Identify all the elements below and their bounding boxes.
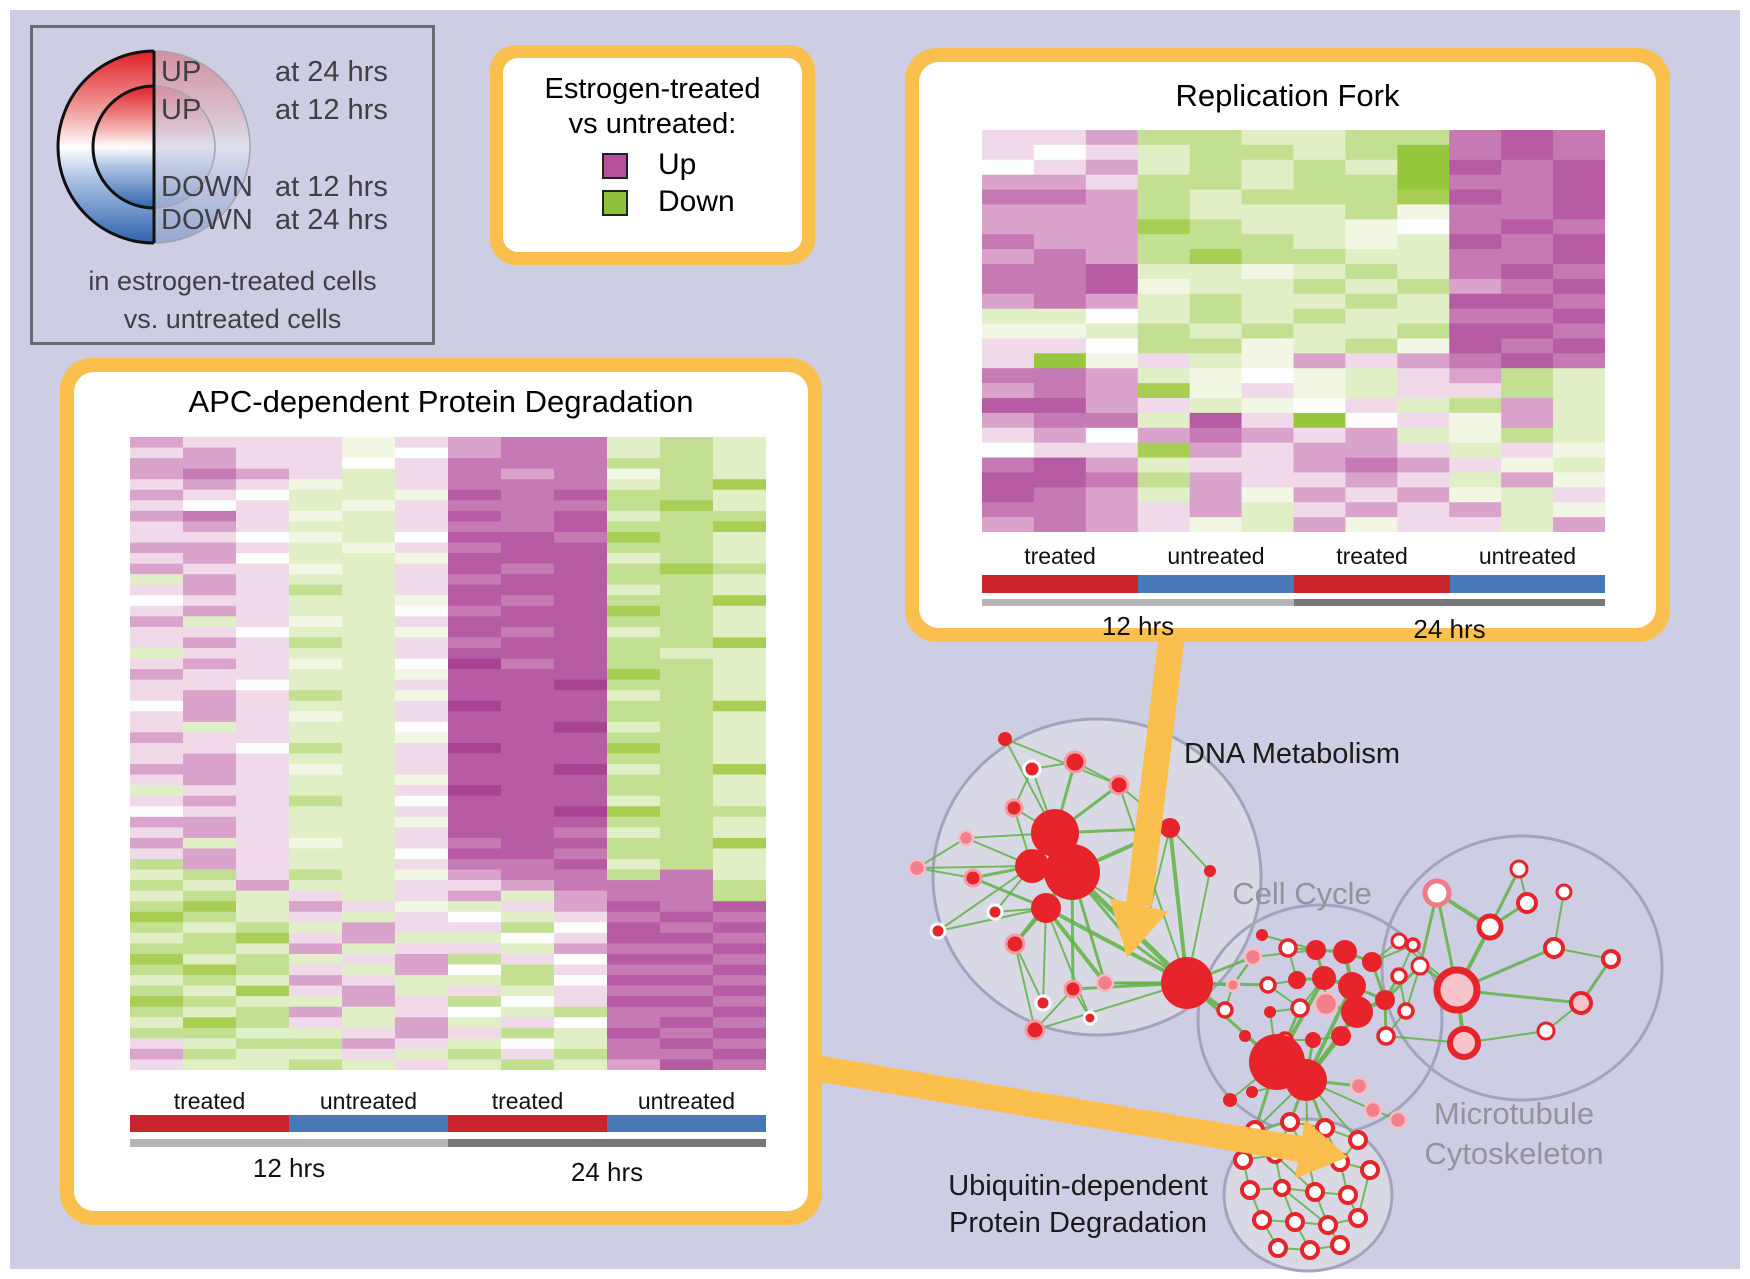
apc-group-treated-12: treated — [173, 1088, 246, 1114]
faded-right-half — [154, 50, 251, 244]
apc-group-untreated-12: untreated — [319, 1088, 418, 1114]
rf-24hrs-label: 24 hrs — [1413, 614, 1486, 644]
apc-treated-bar-24 — [448, 1115, 607, 1132]
rf-untreated-bar-24 — [1450, 575, 1605, 593]
label-microtubule-line1: Microtubule — [1433, 1096, 1595, 1131]
key-up-12-time: at 12 hrs — [275, 94, 388, 126]
label-dna-metabolism: DNA Metabolism — [1184, 738, 1400, 770]
estrogen-legend-title-line1: Estrogen-treated — [544, 73, 761, 105]
cluster-microtubule — [1380, 834, 1664, 1102]
label-ubiquitin-line2: Protein Degradation — [949, 1207, 1207, 1239]
apc-24hrs-label: 24 hrs — [570, 1157, 644, 1187]
apc-treated-bar-12 — [130, 1115, 289, 1132]
key-footer-line2: vs. untreated cells — [123, 304, 342, 334]
up-down-rings-glyph — [56, 49, 251, 245]
apc-panel-title: APC-dependent Protein Degradation — [188, 384, 694, 419]
apc-heatmap-panel: APC-dependent Protein Degradation treate… — [60, 358, 822, 1225]
estrogen-legend-title-line2: vs untreated: — [568, 108, 737, 140]
rf-treated-bar-12 — [982, 575, 1138, 593]
key-down-12-word: DOWN — [161, 171, 253, 203]
rf-heatmap — [982, 130, 1605, 532]
key-footer-line1: in estrogen-treated cells — [88, 266, 377, 296]
rf-treated-bar-24 — [1294, 575, 1450, 593]
down-color-swatch — [602, 190, 628, 216]
key-up-12-word: UP — [161, 94, 202, 126]
apc-12hrs-label: 12 hrs — [252, 1153, 326, 1183]
key-down-12-time: at 12 hrs — [275, 171, 388, 203]
rf-24hrs-bar — [1294, 599, 1605, 606]
solid-left-half — [56, 49, 154, 245]
apc-untreated-bar-12 — [289, 1115, 448, 1132]
estrogen-legend-box: Estrogen-treated vs untreated: Up Down — [490, 45, 815, 265]
rf-12hrs-label: 12 hrs — [1101, 611, 1175, 641]
rf-12hrs-bar — [982, 599, 1294, 606]
key-down-24-time: at 24 hrs — [275, 204, 388, 236]
estrogen-legend-inner — [503, 58, 802, 252]
apc-12hrs-bar — [130, 1139, 448, 1147]
up-color-swatch — [602, 153, 628, 179]
rf-group-treated-24: treated — [1336, 543, 1408, 569]
color-key-box: UP at 24 hrs UP at 12 hrs DOWN at 12 hrs… — [30, 25, 435, 345]
replication-fork-panel: Replication Fork treated untreated treat… — [905, 48, 1670, 644]
apc-group-untreated-24: untreated — [637, 1088, 736, 1114]
label-microtubule-line2: Cytoskeleton — [1424, 1136, 1604, 1171]
rf-group-untreated-12: untreated — [1167, 543, 1265, 569]
apc-untreated-bar-24 — [607, 1115, 766, 1132]
rf-untreated-bar-12 — [1138, 575, 1294, 593]
apc-24hrs-bar — [448, 1139, 766, 1147]
apc-group-treated-24: treated — [491, 1088, 564, 1114]
down-swatch-label: Down — [658, 185, 735, 218]
label-ubiquitin-line1: Ubiquitin-dependent — [948, 1170, 1208, 1202]
apc-heatmap — [130, 437, 766, 1070]
rf-group-treated-12: treated — [1024, 543, 1096, 569]
rf-group-untreated-24: untreated — [1478, 543, 1577, 569]
label-cell-cycle: Cell Cycle — [1232, 876, 1372, 911]
key-down-24-word: DOWN — [161, 204, 253, 236]
key-up-24-time: at 24 hrs — [275, 56, 388, 88]
up-swatch-label: Up — [658, 148, 697, 181]
key-up-24-word: UP — [161, 56, 202, 88]
rf-panel-title: Replication Fork — [1175, 78, 1400, 113]
